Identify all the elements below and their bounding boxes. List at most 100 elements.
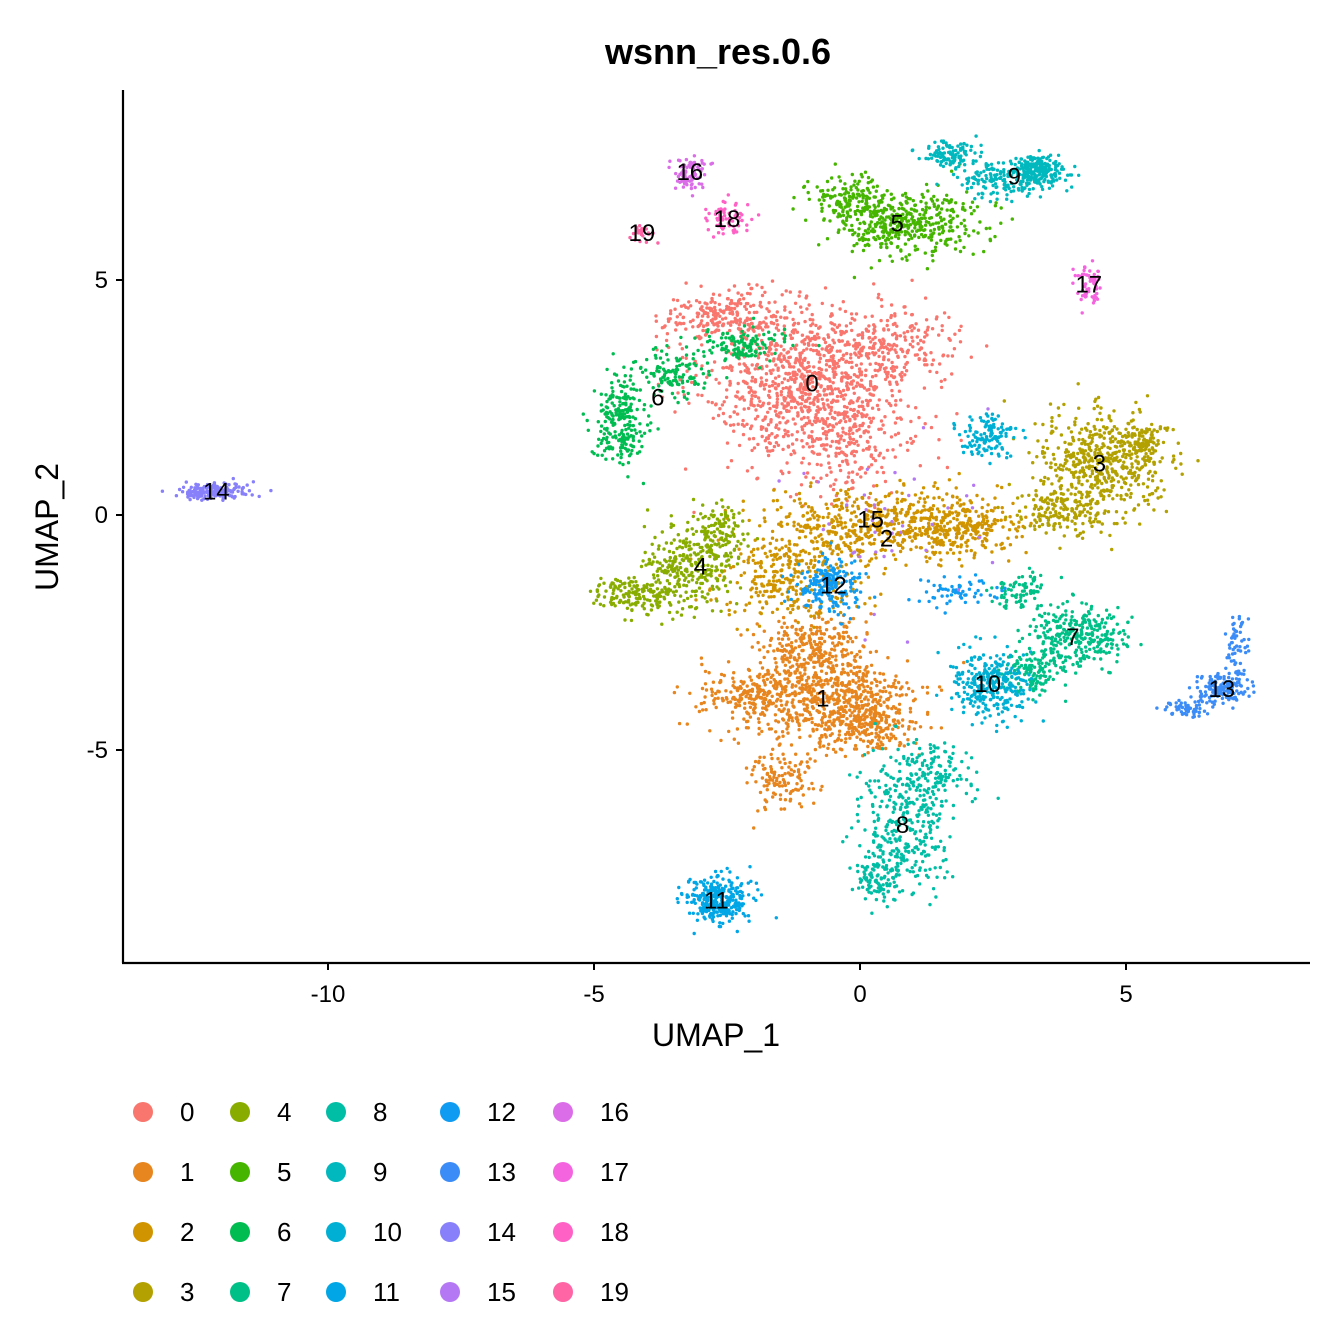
data-point — [748, 292, 752, 296]
data-point — [996, 518, 1000, 523]
data-point — [782, 757, 786, 761]
data-point — [1071, 463, 1076, 467]
data-point — [851, 486, 855, 490]
data-point — [873, 505, 877, 510]
data-point — [818, 356, 823, 361]
data-point — [874, 735, 878, 739]
data-point — [851, 431, 855, 435]
data-point — [866, 430, 870, 434]
data-point — [775, 552, 779, 556]
data-point — [955, 501, 960, 505]
data-point — [939, 688, 944, 692]
data-point — [1072, 475, 1076, 479]
data-point — [1119, 494, 1123, 498]
data-point — [799, 636, 803, 640]
data-point — [808, 369, 812, 373]
data-point — [910, 519, 915, 524]
data-point — [731, 696, 735, 701]
data-point — [882, 686, 886, 690]
data-point — [836, 387, 840, 391]
data-point — [886, 508, 890, 512]
data-point — [831, 354, 836, 358]
data-point — [839, 488, 843, 492]
data-point — [869, 686, 873, 691]
data-point — [910, 335, 914, 340]
data-point — [900, 685, 904, 689]
data-point — [792, 524, 796, 528]
data-point — [904, 369, 909, 373]
data-point — [816, 452, 820, 456]
data-point — [857, 404, 861, 409]
data-point — [800, 713, 805, 717]
data-point — [694, 598, 698, 602]
data-point — [733, 610, 737, 614]
data-point — [1032, 498, 1036, 502]
data-point — [784, 386, 788, 390]
data-point — [647, 557, 651, 562]
data-point — [790, 719, 795, 723]
data-point — [805, 347, 809, 351]
data-point — [887, 738, 892, 743]
data-point — [1000, 547, 1004, 551]
data-point — [779, 390, 784, 394]
data-point — [867, 425, 871, 429]
data-point — [847, 662, 851, 666]
data-point — [696, 542, 701, 546]
data-point — [996, 505, 1000, 510]
data-point — [871, 416, 875, 420]
data-point — [758, 524, 762, 528]
data-point — [804, 562, 809, 566]
data-point — [1105, 426, 1109, 430]
data-point — [675, 315, 679, 319]
data-point — [851, 679, 855, 683]
data-point — [852, 665, 857, 670]
data-point — [756, 414, 760, 419]
data-point — [804, 475, 808, 479]
data-point — [817, 534, 821, 538]
data-point — [769, 420, 773, 424]
data-point — [885, 513, 889, 518]
data-point — [809, 531, 813, 535]
data-point — [954, 486, 958, 490]
data-point — [800, 310, 804, 315]
data-point — [789, 644, 794, 649]
data-point — [1120, 485, 1124, 490]
data-point — [786, 378, 790, 383]
data-point — [718, 573, 722, 578]
data-point — [924, 353, 928, 357]
data-point — [840, 536, 844, 540]
data-point — [745, 684, 749, 688]
data-point — [1138, 522, 1142, 526]
data-point — [779, 469, 783, 473]
data-point — [836, 678, 840, 682]
data-point — [894, 403, 898, 407]
data-point — [919, 533, 923, 537]
data-point — [727, 608, 731, 612]
data-point — [1089, 482, 1094, 487]
data-point — [900, 546, 905, 550]
data-point — [799, 687, 804, 691]
data-point — [786, 595, 790, 599]
data-point — [816, 518, 820, 522]
data-point — [802, 657, 806, 662]
data-point — [763, 551, 767, 556]
data-point — [831, 664, 835, 668]
data-point — [671, 617, 675, 621]
data-point — [985, 533, 989, 537]
data-point — [828, 719, 832, 723]
data-point — [1085, 428, 1089, 432]
data-point — [730, 716, 735, 720]
data-point — [1017, 509, 1022, 513]
data-point — [839, 516, 843, 520]
data-point — [859, 353, 863, 358]
data-point — [748, 326, 752, 330]
data-point — [824, 368, 828, 372]
data-point — [863, 688, 867, 693]
data-point — [868, 596, 872, 600]
data-point — [886, 370, 890, 375]
data-point — [687, 401, 691, 405]
data-point — [776, 697, 780, 701]
data-point — [750, 393, 754, 398]
data-point — [867, 335, 872, 340]
data-point — [715, 585, 719, 589]
